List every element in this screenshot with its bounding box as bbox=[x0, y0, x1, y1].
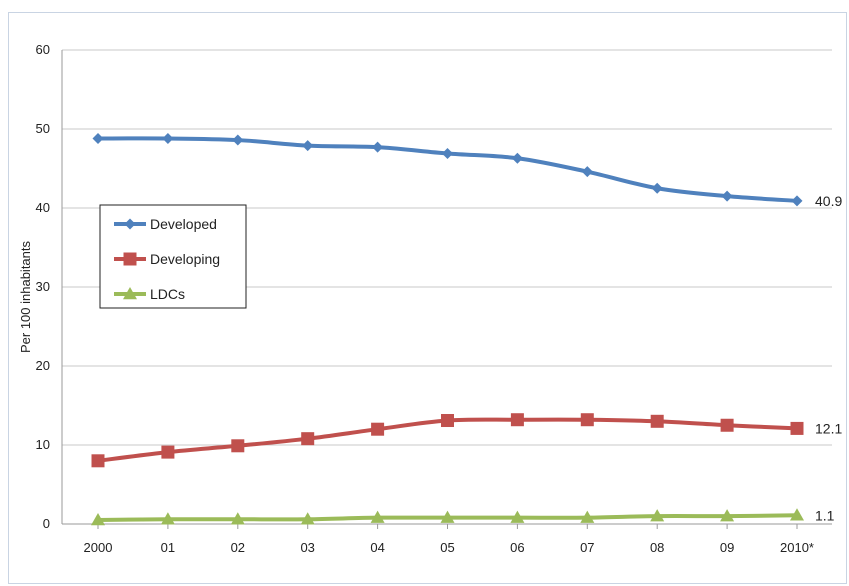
data-point-developed bbox=[721, 190, 733, 202]
legend-label: LDCs bbox=[150, 286, 185, 302]
data-point-developed bbox=[92, 132, 104, 144]
end-label-developing: 12.1 bbox=[815, 420, 842, 436]
data-point-ldcs bbox=[580, 510, 595, 523]
y-tick-label: 40 bbox=[36, 200, 50, 215]
data-point-developed bbox=[372, 141, 384, 153]
x-tick-label: 08 bbox=[650, 540, 664, 555]
x-tick-label: 07 bbox=[580, 540, 594, 555]
data-point-developed bbox=[162, 132, 174, 144]
data-point-ldcs bbox=[300, 512, 315, 525]
data-point-ldcs bbox=[510, 510, 525, 523]
x-tick-label: 01 bbox=[161, 540, 175, 555]
series-line-developed bbox=[96, 136, 799, 203]
data-point-ldcs bbox=[370, 510, 385, 523]
data-point-developing bbox=[720, 418, 734, 432]
legend-marker bbox=[124, 218, 136, 230]
legend-label: Developed bbox=[150, 216, 217, 232]
end-label-ldcs: 1.1 bbox=[815, 507, 835, 523]
x-tick-label: 06 bbox=[510, 540, 524, 555]
y-tick-label: 50 bbox=[36, 121, 50, 136]
data-point-ldcs bbox=[440, 510, 455, 523]
data-point-developed bbox=[511, 152, 523, 164]
legend-item-developed: Developed bbox=[114, 216, 217, 232]
data-point-developing bbox=[650, 414, 664, 428]
data-point-developed bbox=[581, 166, 593, 178]
x-tick-label: 2000 bbox=[84, 540, 113, 555]
legend-marker bbox=[123, 252, 137, 266]
data-point-developing bbox=[301, 432, 315, 446]
end-label-developed: 40.9 bbox=[815, 193, 842, 209]
data-point-developing bbox=[790, 421, 804, 435]
legend-item-ldcs: LDCs bbox=[114, 286, 185, 302]
data-point-developing bbox=[371, 422, 385, 436]
data-point-developing bbox=[161, 445, 175, 459]
y-axis-label: Per 100 inhabitants bbox=[18, 240, 33, 353]
data-point-developing bbox=[441, 414, 454, 428]
y-tick-label: 20 bbox=[36, 358, 50, 373]
y-tick-label: 0 bbox=[43, 516, 50, 531]
data-point-ldcs bbox=[230, 512, 245, 525]
legend-label: Developing bbox=[150, 251, 220, 267]
x-tick-label: 04 bbox=[370, 540, 384, 555]
x-axis-ticks: 2000 01 02 03 04 05 06 07 08 09 2010* bbox=[84, 524, 814, 555]
chart-frame bbox=[8, 12, 847, 584]
y-tick-label: 60 bbox=[36, 42, 50, 57]
x-tick-label: 2010* bbox=[780, 540, 814, 555]
legend: Developed Developing LDCs bbox=[99, 204, 247, 309]
y-axis-ticks: 0 10 20 30 40 50 60 bbox=[36, 42, 50, 531]
x-tick-label: 03 bbox=[300, 540, 314, 555]
series-developing: 12.1 bbox=[91, 413, 842, 468]
data-point-developed bbox=[302, 140, 314, 152]
data-point-developed bbox=[651, 182, 663, 194]
data-point-developing bbox=[580, 413, 594, 427]
data-point-developed bbox=[232, 134, 244, 146]
legend-marker bbox=[123, 287, 137, 300]
y-tick-label: 30 bbox=[36, 279, 50, 294]
data-point-ldcs bbox=[91, 513, 105, 526]
data-point-ldcs bbox=[790, 508, 804, 521]
y-tick-label: 10 bbox=[36, 437, 50, 452]
series-developed: 40.9 bbox=[92, 132, 842, 209]
data-point-ldcs bbox=[720, 509, 735, 522]
data-point-developed bbox=[442, 147, 453, 159]
data-point-developing bbox=[231, 439, 245, 453]
legend-item-developing: Developing bbox=[114, 251, 220, 267]
data-point-ldcs bbox=[650, 509, 665, 522]
series-group: 40.9 12.1 1.1 bbox=[91, 132, 842, 526]
data-point-developing bbox=[510, 413, 524, 427]
x-tick-label: 02 bbox=[231, 540, 245, 555]
data-point-developing bbox=[91, 454, 105, 468]
x-tick-label: 05 bbox=[440, 540, 454, 555]
x-tick-label: 09 bbox=[720, 540, 734, 555]
series-ldcs: 1.1 bbox=[91, 507, 835, 526]
data-point-ldcs bbox=[160, 512, 175, 525]
data-point-developed bbox=[791, 195, 803, 207]
